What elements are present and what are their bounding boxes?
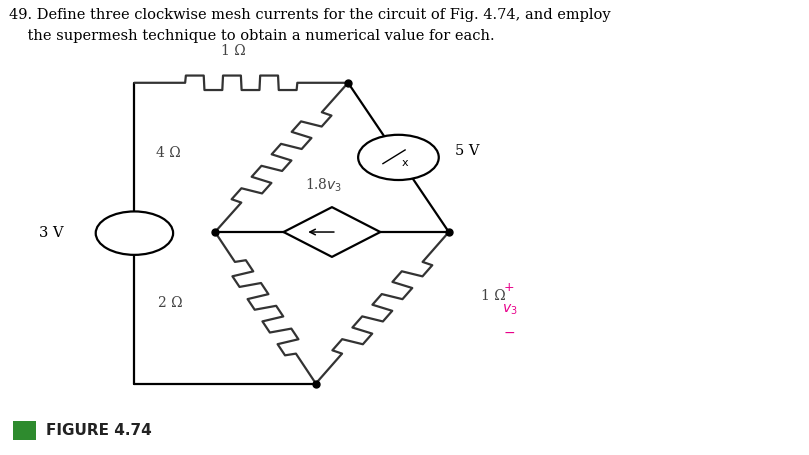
- Text: 1.8$v_3$: 1.8$v_3$: [305, 176, 342, 193]
- Text: −: −: [503, 326, 515, 339]
- Text: 49. Define three clockwise mesh currents for the circuit of Fig. 4.74, and emplo: 49. Define three clockwise mesh currents…: [10, 8, 611, 22]
- Text: −: −: [129, 238, 140, 252]
- Text: 1 Ω: 1 Ω: [481, 289, 506, 303]
- Text: x: x: [401, 158, 408, 168]
- Text: +: +: [504, 281, 515, 294]
- Text: 4 Ω: 4 Ω: [156, 146, 180, 160]
- Text: 1 Ω: 1 Ω: [221, 44, 246, 58]
- Text: $v_3$: $v_3$: [502, 303, 517, 317]
- Text: 3 V: 3 V: [39, 226, 63, 240]
- Circle shape: [95, 212, 173, 255]
- Circle shape: [358, 135, 438, 180]
- Text: 5 V: 5 V: [455, 144, 480, 157]
- FancyBboxPatch shape: [14, 421, 36, 440]
- Text: the supermesh technique to obtain a numerical value for each.: the supermesh technique to obtain a nume…: [10, 29, 495, 42]
- Text: +: +: [129, 216, 140, 229]
- Text: 2 Ω: 2 Ω: [159, 296, 183, 310]
- Text: FIGURE 4.74: FIGURE 4.74: [46, 423, 151, 438]
